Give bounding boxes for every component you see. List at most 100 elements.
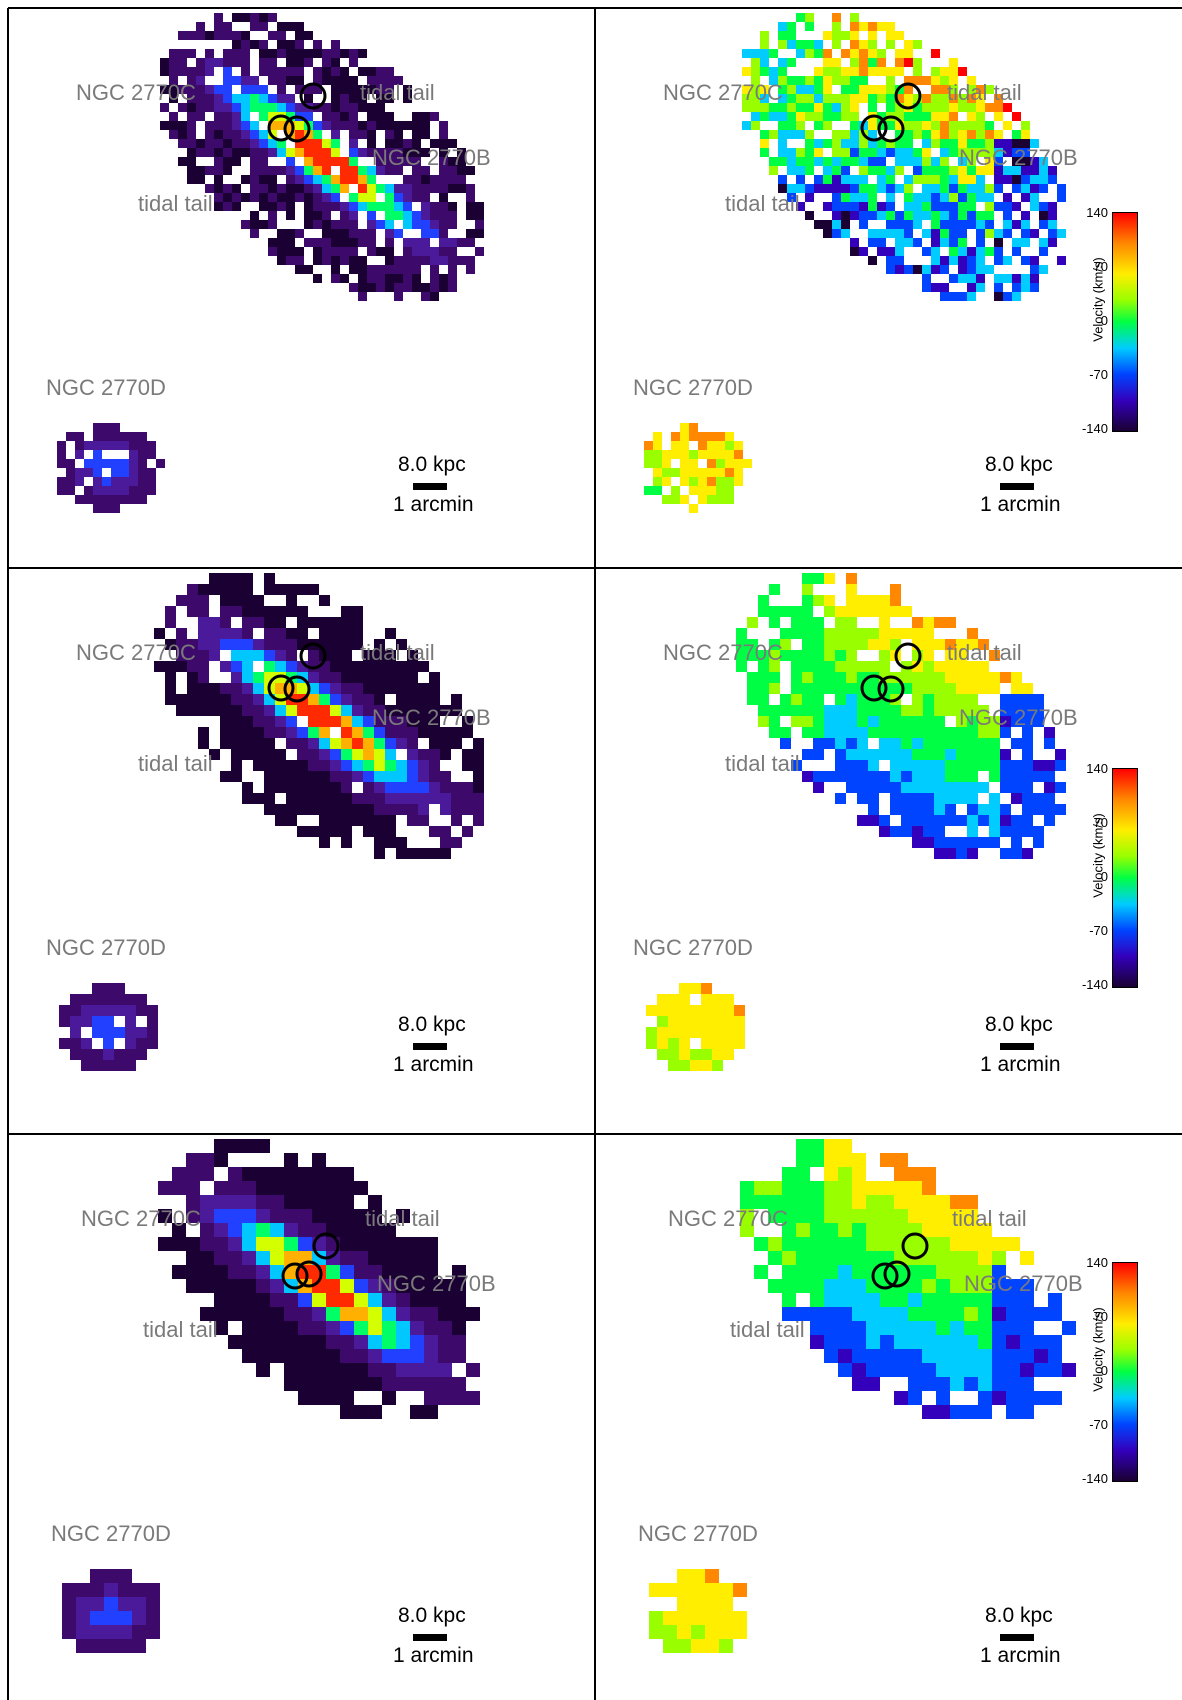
- map-pixel: [298, 1223, 312, 1237]
- map-pixel: [326, 1307, 340, 1321]
- map-pixel: [894, 1391, 908, 1405]
- map-pixel: [367, 121, 376, 130]
- map-pixel: [859, 94, 868, 103]
- map-pixel: [978, 683, 989, 694]
- map-pixel: [396, 705, 407, 716]
- map-pixel: [701, 1016, 712, 1027]
- map-pixel: [418, 727, 429, 738]
- map-pixel: [912, 639, 923, 650]
- galaxy-position-circle: [283, 675, 311, 703]
- map-pixel: [242, 1251, 256, 1265]
- map-pixel: [1033, 716, 1044, 727]
- map-pixel: [313, 157, 322, 166]
- map-pixel: [679, 1060, 690, 1071]
- map-pixel: [331, 202, 340, 211]
- map-pixel: [901, 628, 912, 639]
- map-pixel: [1012, 292, 1021, 301]
- map-pixel: [985, 121, 994, 130]
- galaxy-position-circle: [883, 1260, 911, 1288]
- map-pixel: [277, 139, 286, 148]
- map-pixel: [931, 166, 940, 175]
- map-pixel: [680, 450, 689, 459]
- map-pixel: [967, 247, 976, 256]
- scalebar-arcmin-label: 1 arcmin: [980, 1644, 1061, 1667]
- map-pixel: [824, 771, 835, 782]
- map-pixel: [838, 1265, 852, 1279]
- map-pixel: [859, 40, 868, 49]
- map-pixel: [890, 826, 901, 837]
- map-pixel: [913, 40, 922, 49]
- map-pixel: [312, 1321, 326, 1335]
- map-pixel: [796, 1307, 810, 1321]
- map-pixel: [689, 486, 698, 495]
- map-pixel: [852, 1321, 866, 1335]
- map-pixel: [412, 184, 421, 193]
- map-pixel: [945, 848, 956, 859]
- map-pixel: [186, 1209, 200, 1223]
- map-pixel: [967, 727, 978, 738]
- map-pixel: [354, 1251, 368, 1265]
- map-pixel: [787, 193, 796, 202]
- map-pixel: [859, 184, 868, 193]
- map-pixel: [368, 1307, 382, 1321]
- map-pixel: [304, 193, 313, 202]
- map-pixel: [429, 793, 440, 804]
- map-pixel: [319, 738, 330, 749]
- map-pixel: [725, 495, 734, 504]
- map-pixel: [250, 121, 259, 130]
- map-pixel: [81, 1060, 92, 1071]
- map-pixel: [352, 738, 363, 749]
- map-pixel: [430, 247, 439, 256]
- map-pixel: [740, 1195, 754, 1209]
- map-pixel: [908, 1181, 922, 1195]
- map-pixel: [1011, 738, 1022, 749]
- map-pixel: [410, 1377, 424, 1391]
- map-pixel: [147, 450, 156, 459]
- map-pixel: [701, 994, 712, 1005]
- map-pixel: [657, 1038, 668, 1049]
- map-pixel: [805, 76, 814, 85]
- map-pixel: [758, 716, 769, 727]
- map-pixel: [1003, 220, 1012, 229]
- map-pixel: [341, 837, 352, 848]
- map-pixel: [418, 782, 429, 793]
- map-pixel: [138, 432, 147, 441]
- map-pixel: [438, 1349, 452, 1363]
- map-pixel: [340, 229, 349, 238]
- map-pixel: [877, 202, 886, 211]
- map-pixel: [922, 1321, 936, 1335]
- map-pixel: [653, 459, 662, 468]
- map-pixel: [424, 1405, 438, 1419]
- map-pixel: [904, 193, 913, 202]
- map-pixel: [677, 1625, 691, 1639]
- map-pixel: [466, 265, 475, 274]
- map-pixel: [908, 1237, 922, 1251]
- map-pixel: [989, 683, 1000, 694]
- map-pixel: [877, 166, 886, 175]
- map-pixel: [349, 211, 358, 220]
- map-pixel: [466, 211, 475, 220]
- map-pixel: [846, 672, 857, 683]
- map-pixel: [286, 606, 297, 617]
- map-pixel: [358, 175, 367, 184]
- map-pixel: [440, 826, 451, 837]
- map-pixel: [284, 1321, 298, 1335]
- map-pixel: [958, 265, 967, 274]
- map-pixel: [313, 274, 322, 283]
- map-pixel: [242, 1181, 256, 1195]
- map-pixel: [349, 265, 358, 274]
- map-pixel: [868, 639, 879, 650]
- map-pixel: [284, 1195, 298, 1209]
- map-pixel: [859, 211, 868, 220]
- map-pixel: [66, 486, 75, 495]
- map-pixel: [385, 265, 394, 274]
- map-pixel: [259, 139, 268, 148]
- hi-map-image: [57, 13, 484, 513]
- map-pixel: [852, 1237, 866, 1251]
- map-pixel: [769, 705, 780, 716]
- map-pixel: [396, 1377, 410, 1391]
- map-pixel: [438, 1377, 452, 1391]
- map-pixel: [782, 1279, 796, 1293]
- map-pixel: [868, 40, 877, 49]
- map-pixel: [934, 683, 945, 694]
